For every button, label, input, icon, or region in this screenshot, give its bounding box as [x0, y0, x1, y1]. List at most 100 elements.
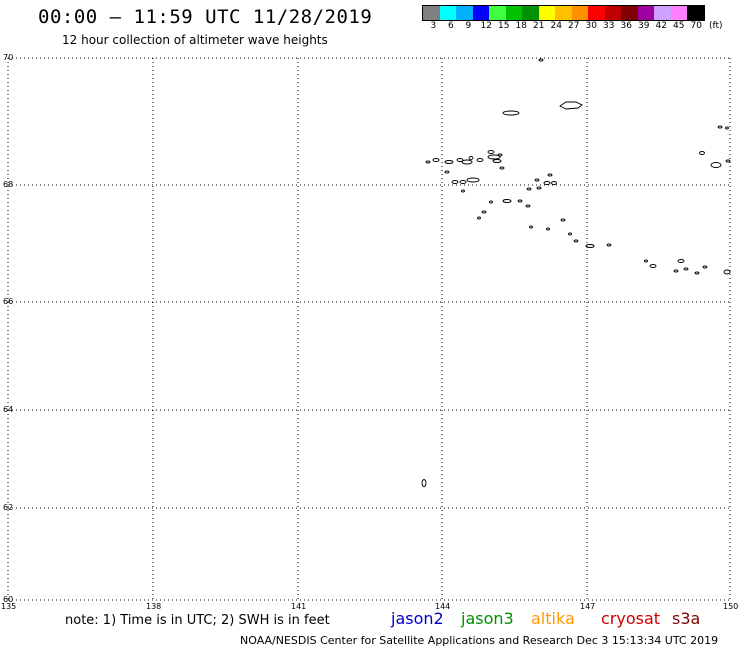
island — [683, 267, 689, 271]
island — [551, 181, 557, 185]
island — [497, 153, 503, 157]
legend-label: 12 — [480, 21, 492, 31]
lat-lon-grid — [7, 57, 731, 601]
island — [456, 158, 464, 162]
island — [502, 110, 520, 116]
island — [534, 178, 540, 182]
island — [477, 216, 481, 220]
wave-height-color-legend — [422, 5, 705, 21]
latitude-tick-label: 62 — [3, 503, 14, 512]
legend-swatch — [522, 6, 539, 20]
island — [644, 259, 648, 263]
island — [649, 264, 657, 268]
island — [466, 177, 480, 183]
island — [425, 160, 431, 164]
wave-height-legend-labels: 3 6 9 12 15 18 21 24 27 30 33 36 39 42 45 70 (ft) — [422, 21, 740, 33]
island — [559, 101, 583, 110]
mission-s3a: s3a — [672, 609, 701, 628]
legend-label: 33 — [603, 21, 615, 31]
latitude-tick-label: 64 — [3, 405, 14, 414]
legend-swatch — [423, 6, 440, 20]
legend-swatch — [538, 6, 555, 20]
legend-label: 42 — [655, 21, 667, 31]
mission-cryosat: cryosat — [601, 609, 661, 628]
island — [421, 479, 427, 487]
legend-label: 15 — [498, 21, 510, 31]
island — [543, 181, 551, 185]
legend-label: 18 — [515, 21, 527, 31]
island — [526, 187, 532, 191]
map-title: 00:00 – 11:59 UTC 11/28/2019 — [38, 6, 373, 28]
legend-label: 36 — [620, 21, 632, 31]
island — [489, 200, 493, 204]
legend-label: 21 — [533, 21, 545, 31]
island — [723, 269, 731, 275]
legend-swatch — [588, 6, 605, 20]
island — [694, 271, 700, 275]
island — [538, 58, 544, 62]
legend-swatch — [489, 6, 506, 20]
island — [525, 204, 531, 208]
island — [492, 159, 502, 163]
legend-label: (ft) — [709, 21, 723, 31]
island — [547, 173, 553, 177]
longitude-tick-label: 135 — [1, 602, 17, 611]
island — [717, 125, 723, 129]
legend-swatch — [604, 6, 621, 20]
latitude-tick-label: 70 — [3, 53, 14, 62]
legend-label: 6 — [448, 21, 454, 31]
island — [702, 265, 708, 269]
island — [568, 232, 572, 236]
legend-swatch — [621, 6, 638, 20]
mission-jason3: jason3 — [461, 609, 514, 628]
mission-jason2: jason2 — [391, 609, 444, 628]
island — [459, 180, 467, 184]
island — [536, 186, 542, 190]
credit-line: NOAA/NESDIS Center for Satellite Applica… — [240, 634, 719, 647]
longitude-tick-label: 147 — [580, 602, 596, 611]
coastline-islands — [421, 58, 731, 487]
island — [502, 199, 512, 203]
latitude-tick-label: 60 — [3, 595, 14, 604]
map-subtitle: 12 hour collection of altimeter wave hei… — [62, 33, 328, 47]
legend-swatch — [456, 6, 473, 20]
island — [725, 159, 731, 163]
island — [710, 162, 722, 168]
legend-label: 3 — [430, 21, 437, 31]
island — [673, 269, 679, 273]
island — [481, 210, 487, 214]
legend-label: 30 — [585, 21, 597, 31]
legend-swatch — [555, 6, 572, 20]
island — [432, 158, 440, 162]
footer-note: note: 1) Time is in UTC; 2) SWH is in fe… — [65, 613, 330, 628]
longitude-tick-label: 138 — [146, 602, 162, 611]
legend-swatch — [654, 6, 671, 20]
legend-label: 24 — [550, 21, 562, 31]
island — [444, 170, 450, 174]
longitude-tick-label: 141 — [291, 602, 307, 611]
island — [444, 160, 454, 164]
latitude-tick-label: 66 — [3, 297, 14, 306]
island — [487, 154, 501, 160]
legend-label: 45 — [673, 21, 685, 31]
island — [468, 156, 474, 160]
legend-label: 39 — [638, 21, 650, 31]
legend-swatch — [571, 6, 588, 20]
island — [573, 239, 579, 243]
legend-label: 27 — [568, 21, 580, 31]
island — [487, 150, 495, 154]
island — [461, 189, 465, 193]
island — [529, 225, 533, 229]
longitude-tick-label: 144 — [435, 602, 451, 611]
latitude-tick-label: 68 — [3, 180, 14, 189]
island — [725, 126, 729, 130]
longitude-tick-label: 150 — [723, 602, 739, 611]
island — [517, 199, 523, 203]
island — [476, 158, 484, 162]
legend-swatch — [670, 6, 687, 20]
island — [585, 244, 595, 248]
legend-label: 70 — [690, 21, 702, 31]
legend-label: 9 — [465, 21, 472, 31]
legend-swatch — [472, 6, 489, 20]
legend-swatch — [505, 6, 522, 20]
